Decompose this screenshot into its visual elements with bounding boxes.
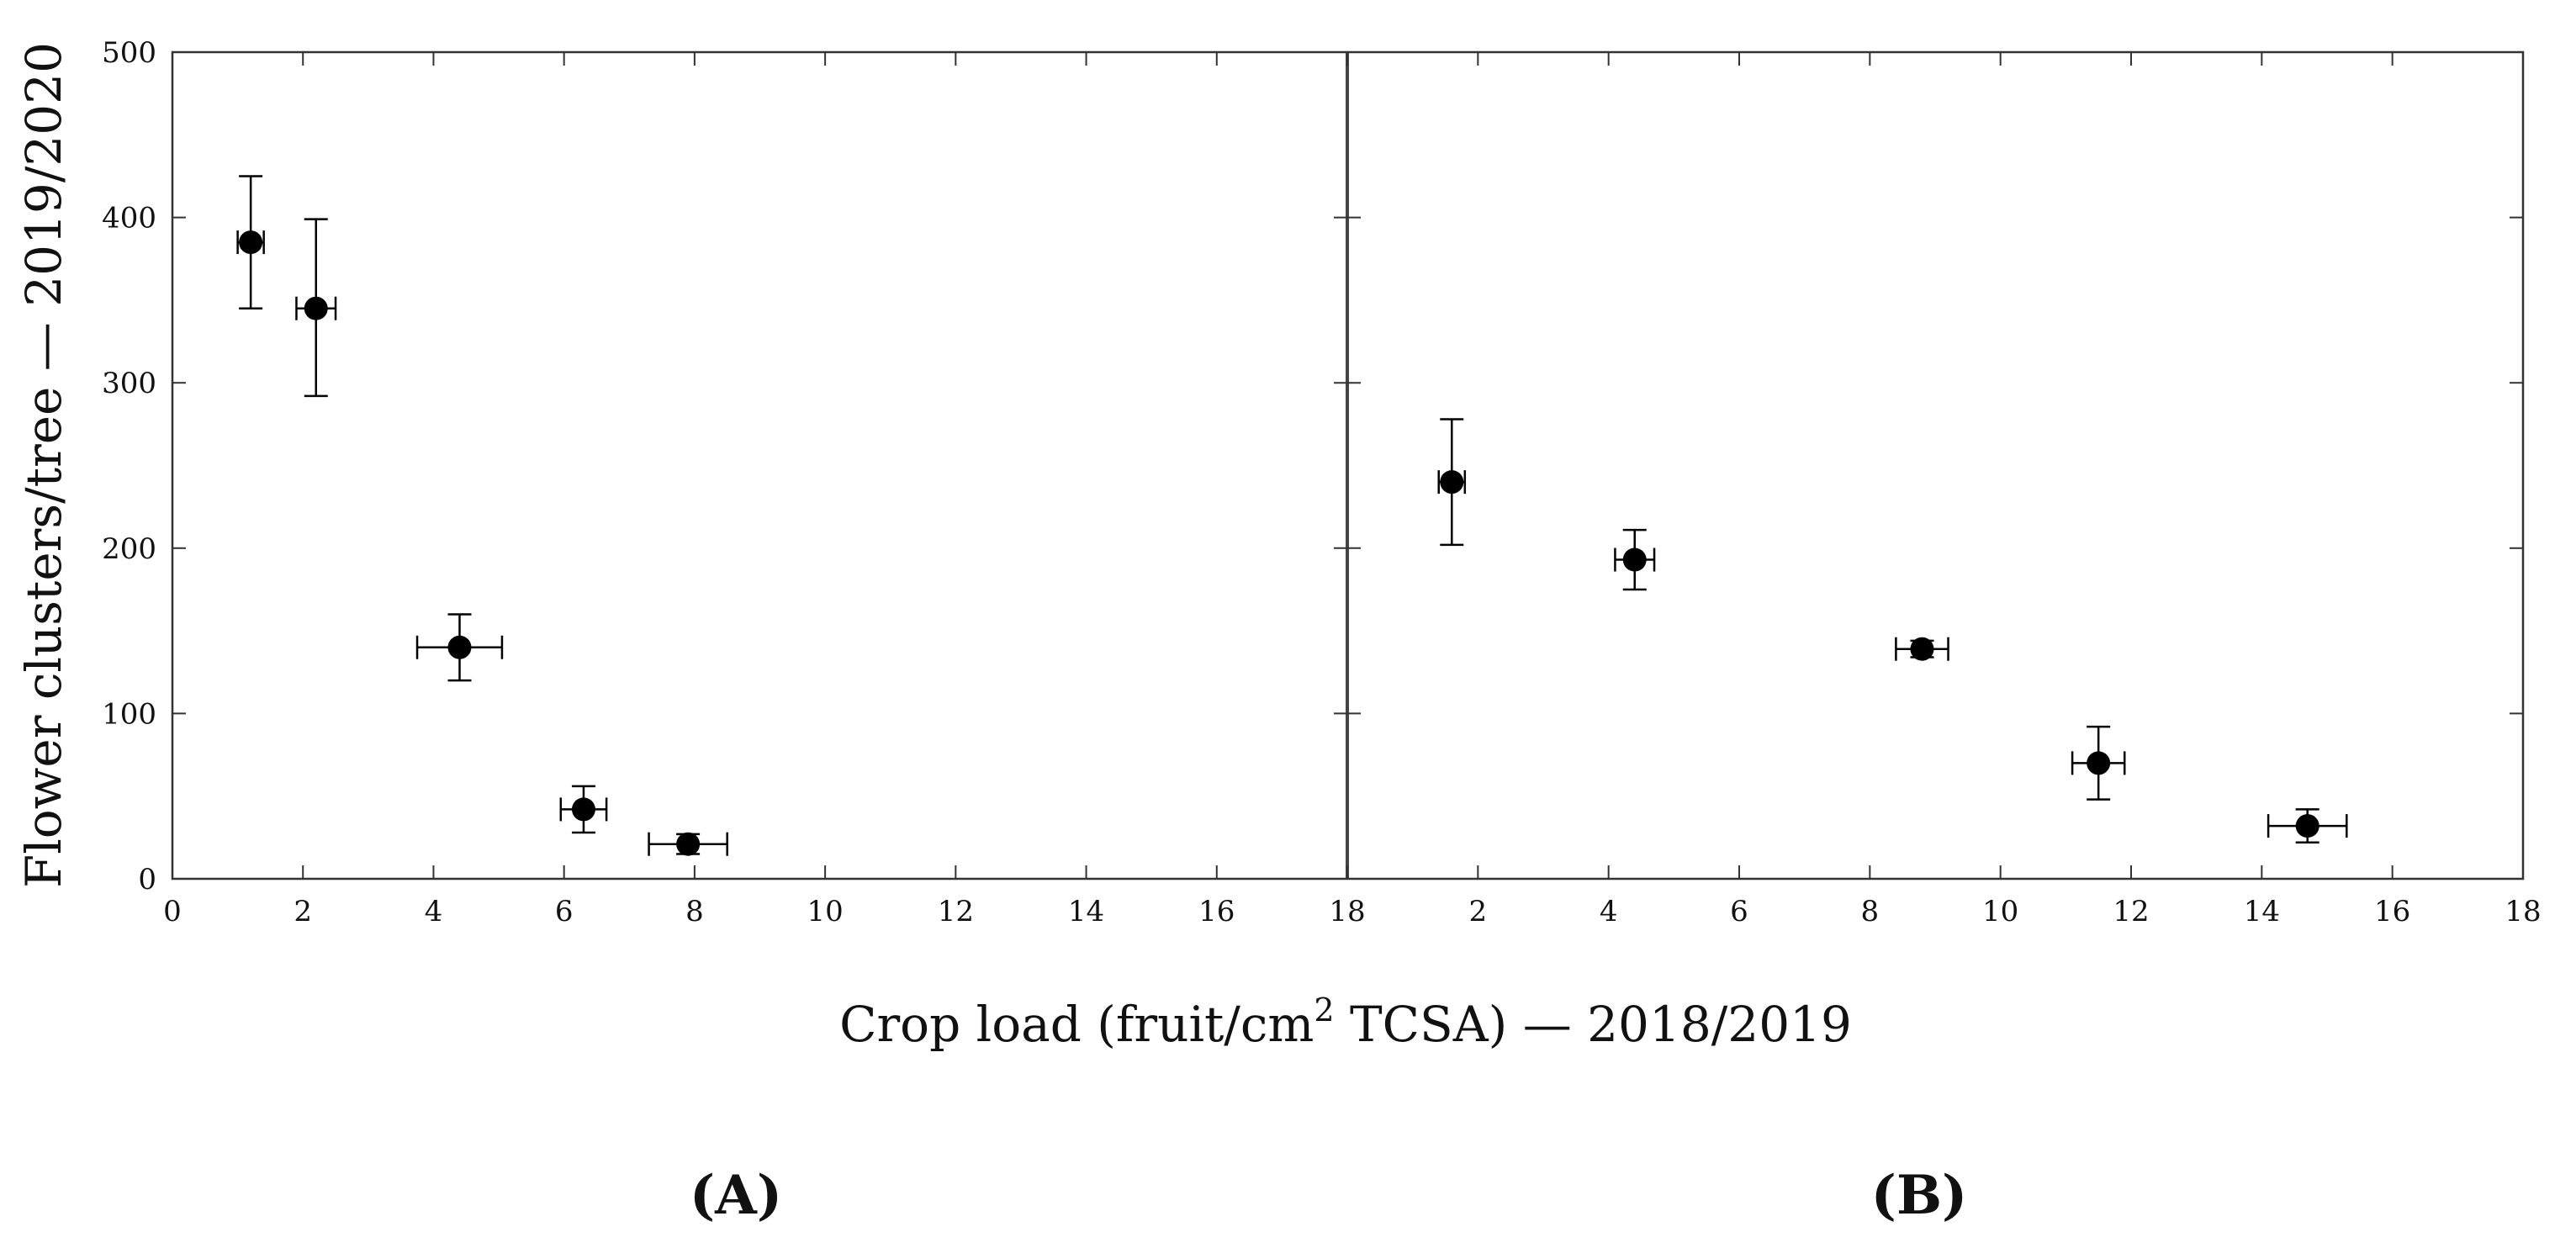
x-tick-label: 10 bbox=[1982, 895, 2018, 928]
x-tick-label: 18 bbox=[1329, 895, 1365, 928]
x-tick-label: 16 bbox=[2374, 895, 2410, 928]
data-marker bbox=[1440, 470, 1464, 494]
data-marker bbox=[571, 797, 595, 822]
y-tick-label: 400 bbox=[102, 202, 156, 235]
data-point-b-3 bbox=[1895, 637, 1949, 661]
data-point-b-2 bbox=[1614, 528, 1656, 591]
points-layer bbox=[236, 175, 2348, 856]
data-point-a-4 bbox=[559, 785, 608, 834]
data-point-b-5 bbox=[2267, 808, 2348, 843]
y-tick-label: 200 bbox=[102, 532, 156, 566]
data-point-a-1 bbox=[236, 175, 265, 309]
x-axis-title-suffix: TCSA) — 2018/2019 bbox=[1335, 996, 1852, 1053]
x-tick-label: 4 bbox=[425, 895, 443, 928]
x-tick-label: 10 bbox=[807, 895, 843, 928]
y-tick-label: 100 bbox=[102, 697, 156, 731]
x-axis-title-superscript: 2 bbox=[1314, 992, 1334, 1029]
y-tick-label: 500 bbox=[102, 36, 156, 70]
x-axis-title: Crop load (fruit/cm2 TCSA) — 2018/2019 bbox=[839, 992, 1852, 1053]
x-tick-label: 12 bbox=[938, 895, 974, 928]
y-tick-label: 0 bbox=[138, 863, 156, 896]
panel-label-a: (A) bbox=[690, 1164, 782, 1227]
data-marker bbox=[2295, 814, 2319, 838]
data-point-b-1 bbox=[1437, 418, 1467, 547]
x-tick-label: 14 bbox=[1068, 895, 1104, 928]
data-marker bbox=[447, 635, 472, 659]
x-tick-label: 2 bbox=[294, 895, 312, 928]
data-point-b-4 bbox=[2071, 725, 2126, 801]
data-marker bbox=[1622, 547, 1647, 572]
x-tick-label: 2 bbox=[1469, 895, 1488, 928]
data-point-a-2 bbox=[295, 218, 337, 398]
data-marker bbox=[239, 230, 263, 255]
y-axis-title: Flower clusters/tree — 2019/2020 bbox=[15, 42, 72, 888]
ticks-layer: 0 100 200 300 400 500 0 2 4 6 8 10 12 14 16 18 2 4 6 8 10 12 1… bbox=[102, 36, 2542, 928]
x-tick-label: 0 bbox=[163, 895, 182, 928]
data-marker bbox=[2087, 751, 2111, 775]
data-point-a-5 bbox=[648, 832, 728, 856]
data-point-a-3 bbox=[415, 613, 504, 682]
data-marker bbox=[1910, 637, 1934, 661]
x-tick-label: 8 bbox=[685, 895, 704, 928]
x-tick-label: 4 bbox=[1600, 895, 1618, 928]
x-axis-title-prefix: Crop load (fruit/cm bbox=[839, 996, 1314, 1053]
panel-label-b: (B) bbox=[1871, 1164, 1968, 1227]
x-tick-label: 6 bbox=[555, 895, 574, 928]
data-marker bbox=[304, 296, 328, 320]
x-tick-label: 16 bbox=[1198, 895, 1235, 928]
x-tick-label: 14 bbox=[2244, 895, 2280, 928]
x-tick-label: 18 bbox=[2505, 895, 2541, 928]
x-tick-label: 12 bbox=[2113, 895, 2149, 928]
x-tick-label: 6 bbox=[1730, 895, 1748, 928]
x-tick-label: 8 bbox=[1861, 895, 1880, 928]
data-marker bbox=[676, 832, 701, 856]
y-tick-label: 300 bbox=[102, 367, 156, 400]
